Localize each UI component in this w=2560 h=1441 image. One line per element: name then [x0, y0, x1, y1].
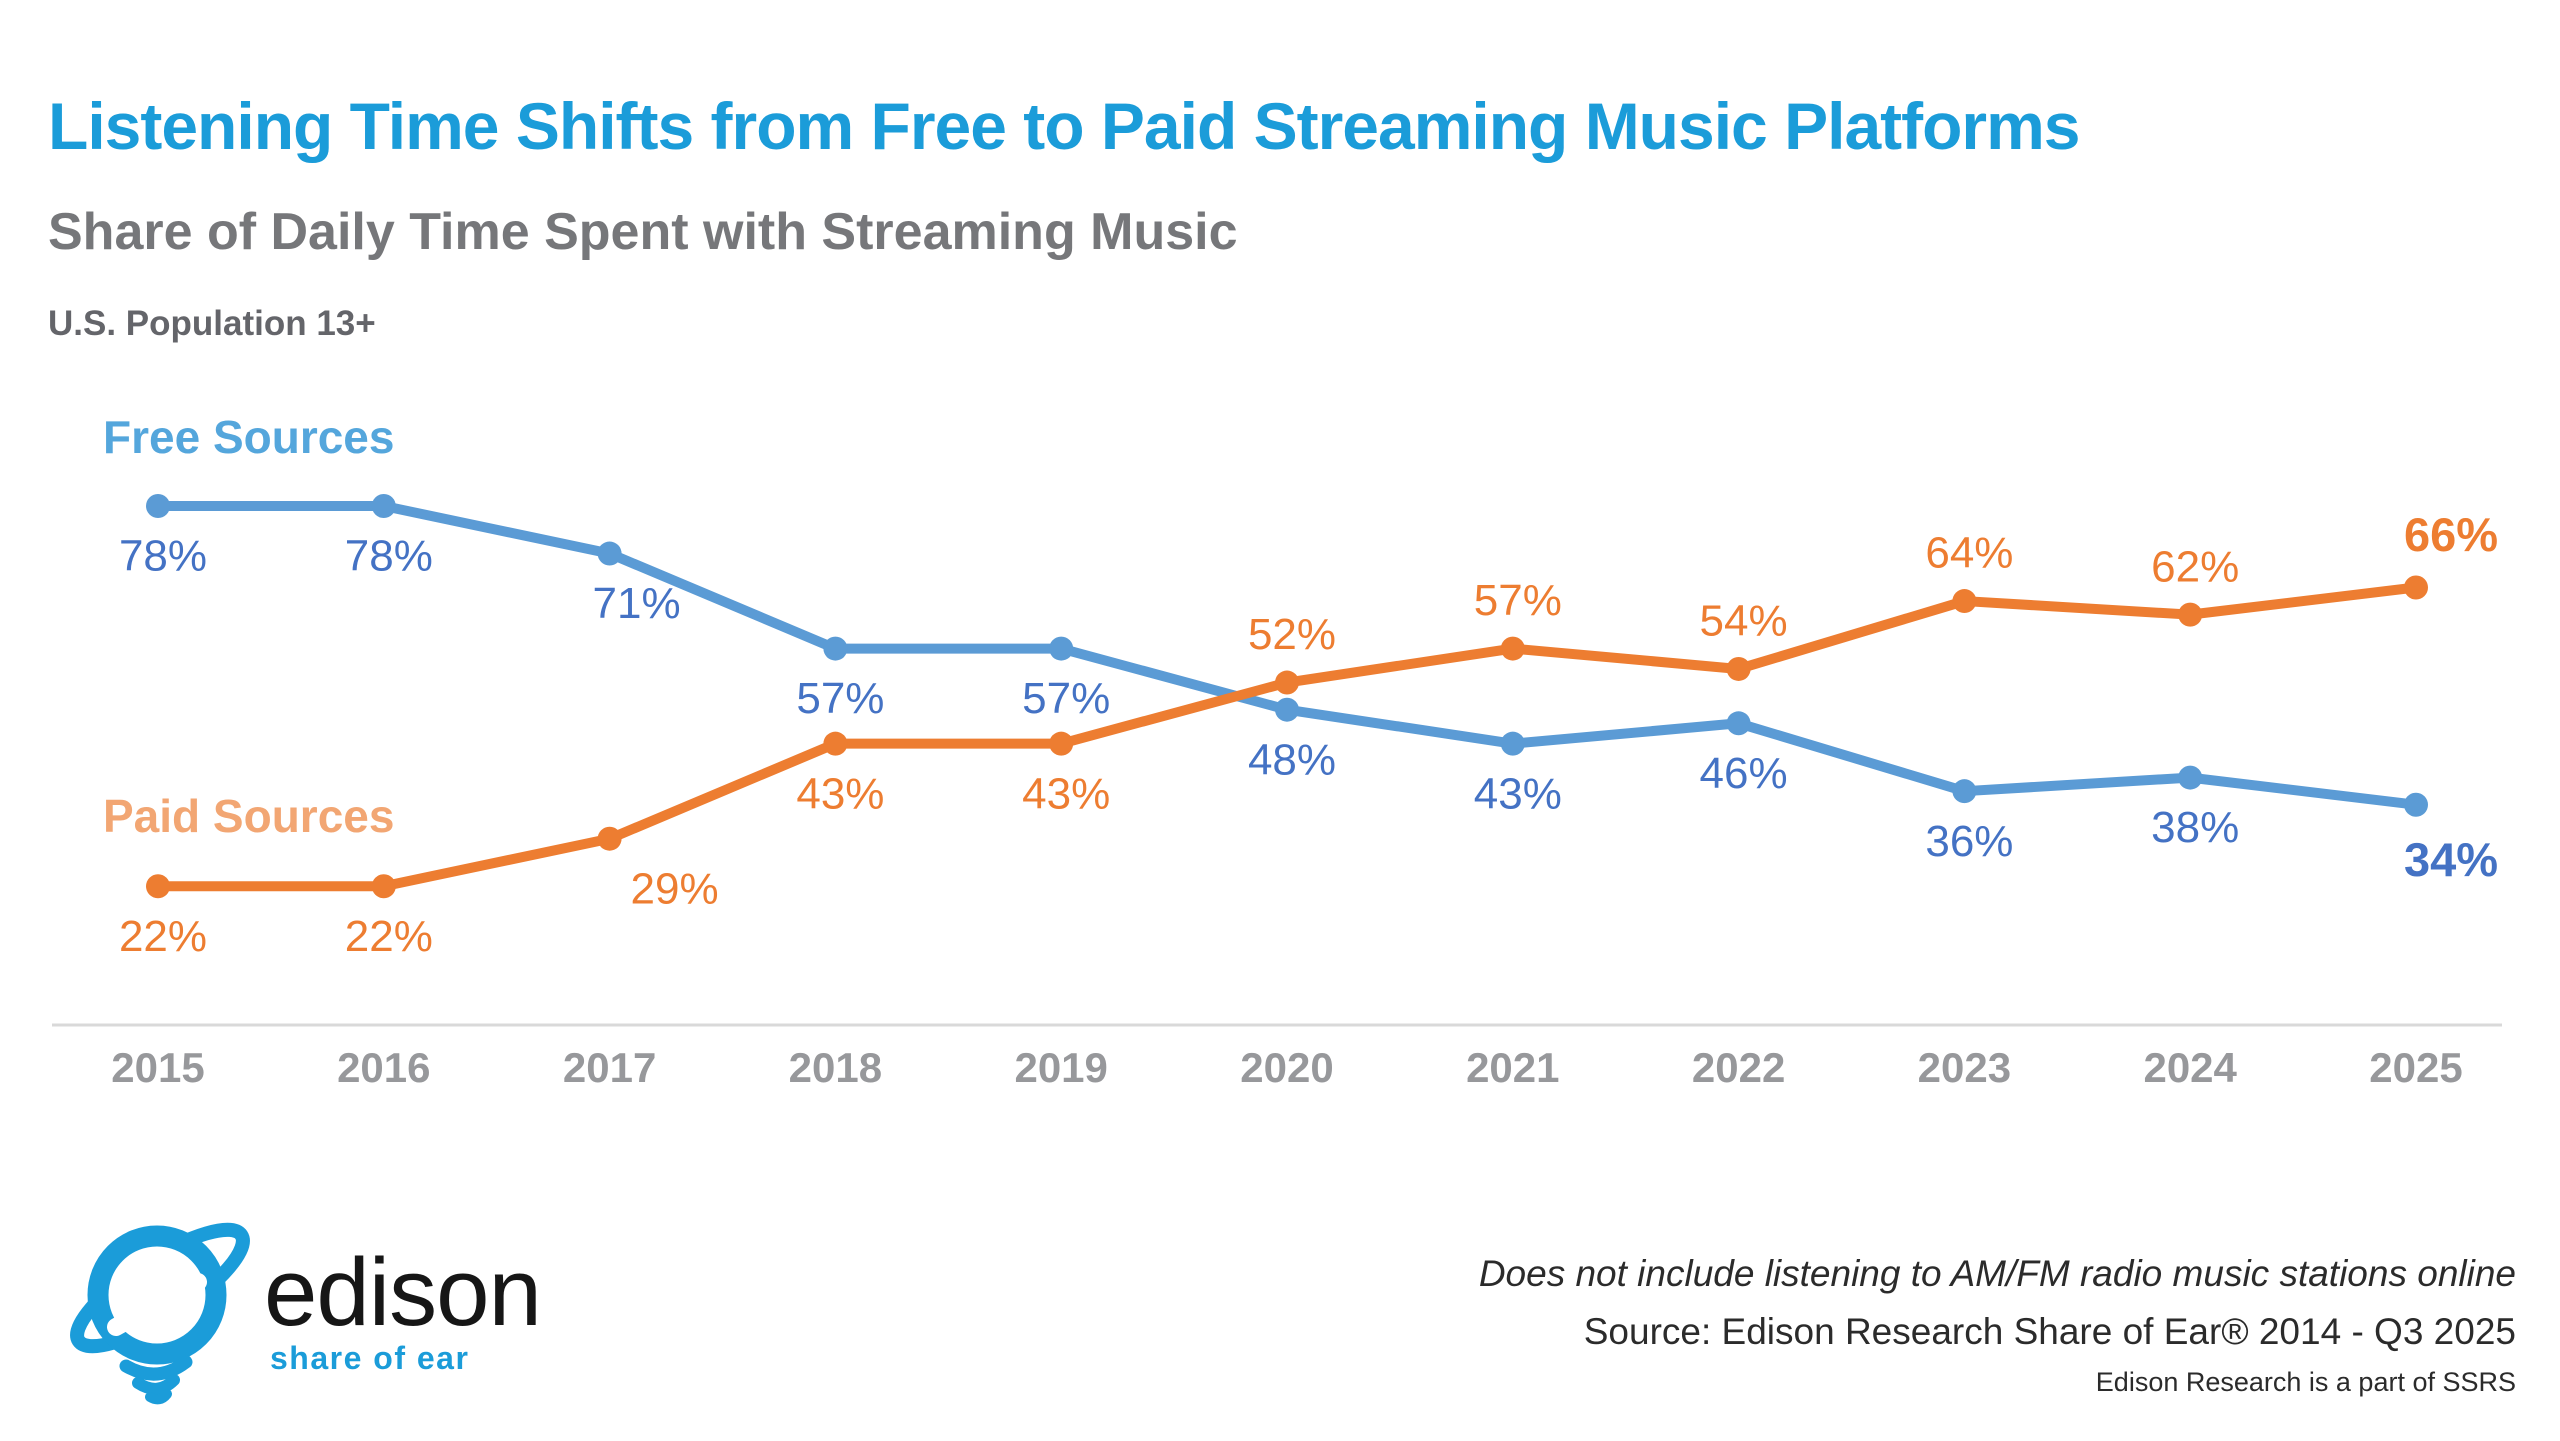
data-point [371, 874, 396, 899]
value-label: 48% [1248, 735, 1336, 784]
data-point [1275, 670, 1299, 695]
data-point [146, 494, 170, 518]
data-point [1726, 656, 1751, 681]
value-label: 38% [2151, 803, 2239, 852]
x-axis-label: 2024 [2143, 1044, 2237, 1091]
edison-logo-wordmark: edison [264, 1239, 542, 1346]
footer-affiliation: Edison Research is a part of SSRS [2095, 1367, 2516, 1397]
footer-source: Source: Edison Research Share of Ear® 20… [1583, 1311, 2516, 1352]
value-label: 36% [1925, 817, 2013, 866]
value-label: 43% [796, 769, 884, 818]
data-point [1500, 731, 1525, 756]
data-point [1952, 589, 1977, 614]
value-label: 78% [119, 532, 207, 581]
edison-logo-tagline: share of ear [270, 1340, 470, 1376]
data-point [1049, 731, 1074, 756]
value-label: 52% [1248, 610, 1336, 659]
data-point [597, 541, 622, 566]
data-point [1049, 636, 1074, 661]
data-point [1275, 697, 1299, 722]
value-label: 34% [2404, 833, 2498, 886]
x-axis-label: 2017 [563, 1044, 656, 1091]
value-label: 62% [2151, 542, 2239, 591]
value-label: 57% [796, 674, 884, 723]
x-axis-label: 2021 [1466, 1044, 1559, 1091]
data-point [2178, 765, 2203, 790]
value-label: 64% [1925, 529, 2013, 578]
footer-notes: Does not include listening to AM/FM radi… [1479, 1253, 2516, 1398]
chart-subtitle: Share of Daily Time Spent with Streaming… [48, 203, 1238, 261]
footer-note: Does not include listening to AM/FM radi… [1478, 1253, 2516, 1294]
data-point [823, 636, 848, 661]
data-point [1726, 711, 1751, 736]
x-axis-label: 2020 [1240, 1044, 1333, 1091]
data-point [1952, 779, 1977, 804]
x-axis-label: 2019 [1014, 1044, 1107, 1091]
value-label: 22% [119, 912, 207, 961]
data-point [2404, 792, 2428, 817]
x-axis-label: 2016 [337, 1044, 430, 1091]
value-label: 43% [1474, 769, 1562, 818]
x-axis-label: 2015 [111, 1044, 204, 1091]
value-label: 66% [2404, 508, 2498, 561]
value-label: 57% [1022, 674, 1110, 723]
value-label: 29% [631, 864, 719, 913]
value-label: 22% [345, 912, 433, 961]
data-point [2404, 575, 2428, 600]
value-label: 71% [593, 579, 681, 628]
x-axis-label: 2025 [2369, 1044, 2462, 1091]
chart-header: Listening Time Shifts from Free to Paid … [48, 88, 2080, 344]
population-note: U.S. Population 13+ [48, 304, 376, 343]
series-label: Paid Sources [103, 790, 394, 842]
data-point [146, 874, 170, 899]
value-label: 57% [1474, 576, 1562, 625]
value-label: 54% [1700, 597, 1788, 646]
edison-logo: edison share of ear [60, 1200, 580, 1410]
series-label: Free Sources [103, 411, 394, 463]
x-axis-label: 2022 [1692, 1044, 1785, 1091]
value-label: 43% [1022, 769, 1110, 818]
x-axis-label: 2023 [1918, 1044, 2011, 1091]
value-label: 78% [345, 532, 433, 581]
data-point [597, 826, 622, 851]
data-point [1500, 636, 1525, 661]
data-point [371, 494, 396, 518]
x-axis-label: 2018 [789, 1044, 882, 1091]
data-point [823, 731, 848, 756]
data-point [2178, 602, 2203, 627]
page-title: Listening Time Shifts from Free to Paid … [48, 89, 2080, 163]
edison-logo-icon [70, 1222, 250, 1405]
value-label: 46% [1700, 749, 1788, 798]
